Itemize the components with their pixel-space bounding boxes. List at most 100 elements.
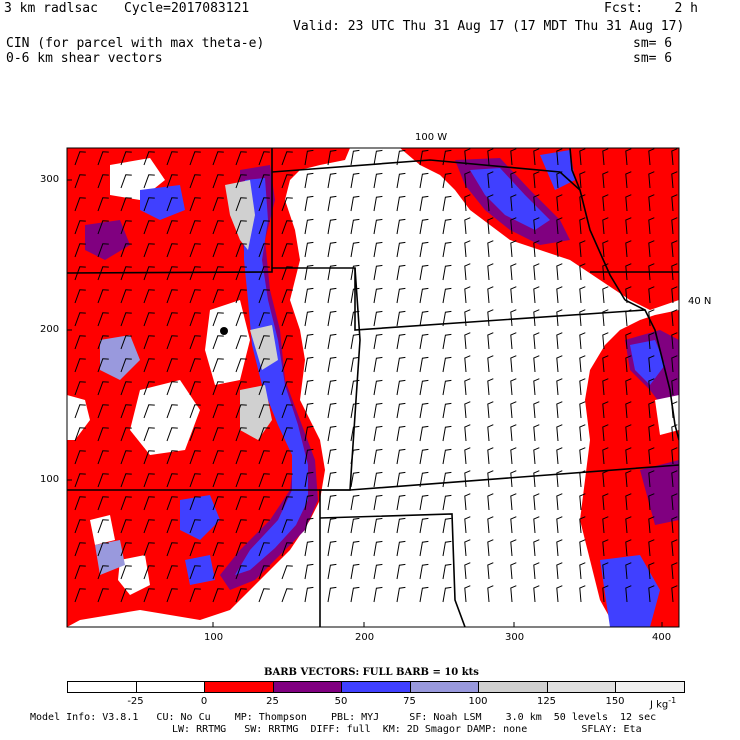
- wind-barb: [74, 427, 86, 442]
- cycle-label: Cycle=2017083121: [124, 1, 250, 16]
- units-exponent: -1: [668, 696, 677, 705]
- wind-barb: [212, 312, 224, 327]
- wind-barb: [189, 565, 201, 580]
- wind-barb: [258, 565, 270, 580]
- wind-barb: [442, 241, 452, 258]
- wind-barb: [442, 379, 452, 396]
- wind-barb: [281, 289, 293, 304]
- wind-barb: [487, 378, 494, 396]
- wind-barb: [602, 148, 609, 166]
- wind-barb: [189, 266, 201, 281]
- wind-barb: [533, 286, 540, 304]
- wind-barb: [258, 174, 270, 189]
- wind-barb: [327, 494, 337, 511]
- wind-barb: [648, 148, 655, 166]
- wind-barb: [419, 333, 429, 350]
- wind-barb: [143, 289, 155, 304]
- wind-barb: [97, 312, 109, 327]
- wind-barb: [373, 218, 383, 235]
- wind-barb: [625, 148, 632, 166]
- wind-barb: [602, 355, 609, 373]
- wind-barb: [487, 470, 494, 488]
- wind-barb: [556, 585, 563, 603]
- wind-barb: [304, 195, 314, 212]
- wind-barb: [419, 402, 429, 419]
- wind-barb: [533, 516, 540, 534]
- wind-barb: [327, 287, 337, 304]
- wind-barb: [510, 148, 517, 166]
- x-tick-200: 200: [355, 632, 375, 643]
- wind-barb: [602, 171, 609, 189]
- wind-barb: [235, 266, 247, 281]
- wind-barb: [74, 519, 86, 534]
- wind-barb: [350, 218, 360, 235]
- colorbar-cell: [409, 681, 479, 693]
- wind-barb: [510, 355, 517, 373]
- wind-barb: [487, 332, 494, 350]
- wind-barb: [189, 220, 201, 235]
- wind-barb: [212, 358, 224, 373]
- wind-barb: [487, 194, 494, 212]
- colorbar-cell: [204, 681, 274, 693]
- wind-barb: [212, 404, 224, 419]
- wind-barb: [327, 356, 337, 373]
- wind-barb: [166, 542, 178, 557]
- wind-barb: [625, 562, 632, 580]
- wind-barb: [419, 540, 429, 557]
- wind-barb: [396, 287, 406, 304]
- wind-barb: [120, 381, 132, 396]
- wind-barb: [671, 148, 678, 166]
- wind-barb: [120, 427, 132, 442]
- wind-barb: [579, 516, 586, 534]
- wind-barb: [235, 542, 247, 557]
- wind-barb: [235, 404, 247, 419]
- colorbar-cell: [272, 681, 342, 693]
- wind-barb: [648, 240, 655, 258]
- wind-barb: [556, 539, 563, 557]
- wind-barb: [189, 312, 201, 327]
- wind-barb: [74, 381, 86, 396]
- wind-barb: [97, 542, 109, 557]
- wind-barb: [74, 473, 86, 488]
- wind-barb: [327, 310, 337, 327]
- wind-barb: [602, 585, 609, 603]
- wind-barb: [579, 263, 586, 281]
- wind-barb: [442, 517, 452, 534]
- wind-barb: [74, 358, 86, 373]
- wind-barb: [671, 493, 678, 511]
- wind-barb: [464, 447, 471, 465]
- wind-barb: [464, 217, 471, 235]
- shear-vector-barbs: [74, 148, 678, 603]
- wind-barb: [327, 195, 337, 212]
- wind-barb: [648, 585, 655, 603]
- wind-barb: [350, 494, 360, 511]
- wind-barb: [464, 539, 471, 557]
- wind-barb: [212, 289, 224, 304]
- colorbar-units: J kg-1: [650, 696, 676, 710]
- wind-barb: [304, 264, 314, 281]
- wind-barb: [97, 450, 109, 465]
- wind-barb: [602, 378, 609, 396]
- wind-barb: [373, 172, 383, 189]
- wind-barb: [464, 493, 471, 511]
- wind-barb: [648, 286, 655, 304]
- wind-barb: [419, 172, 429, 189]
- wind-barb: [143, 496, 155, 511]
- wind-barb: [648, 217, 655, 235]
- wind-barb: [671, 585, 678, 603]
- units-text: J kg: [650, 699, 669, 711]
- wind-barb: [189, 450, 201, 465]
- wind-barb: [258, 335, 270, 350]
- wind-barb: [648, 309, 655, 327]
- wind-barb: [120, 243, 132, 258]
- wind-barb: [487, 493, 494, 511]
- wind-barb: [510, 309, 517, 327]
- wind-barb: [327, 264, 337, 281]
- wind-barb: [350, 517, 360, 534]
- wind-barb: [235, 335, 247, 350]
- wind-barb: [327, 471, 337, 488]
- wind-barb: [258, 450, 270, 465]
- wind-barb: [143, 312, 155, 327]
- wind-barb: [304, 494, 314, 511]
- wind-barb: [602, 217, 609, 235]
